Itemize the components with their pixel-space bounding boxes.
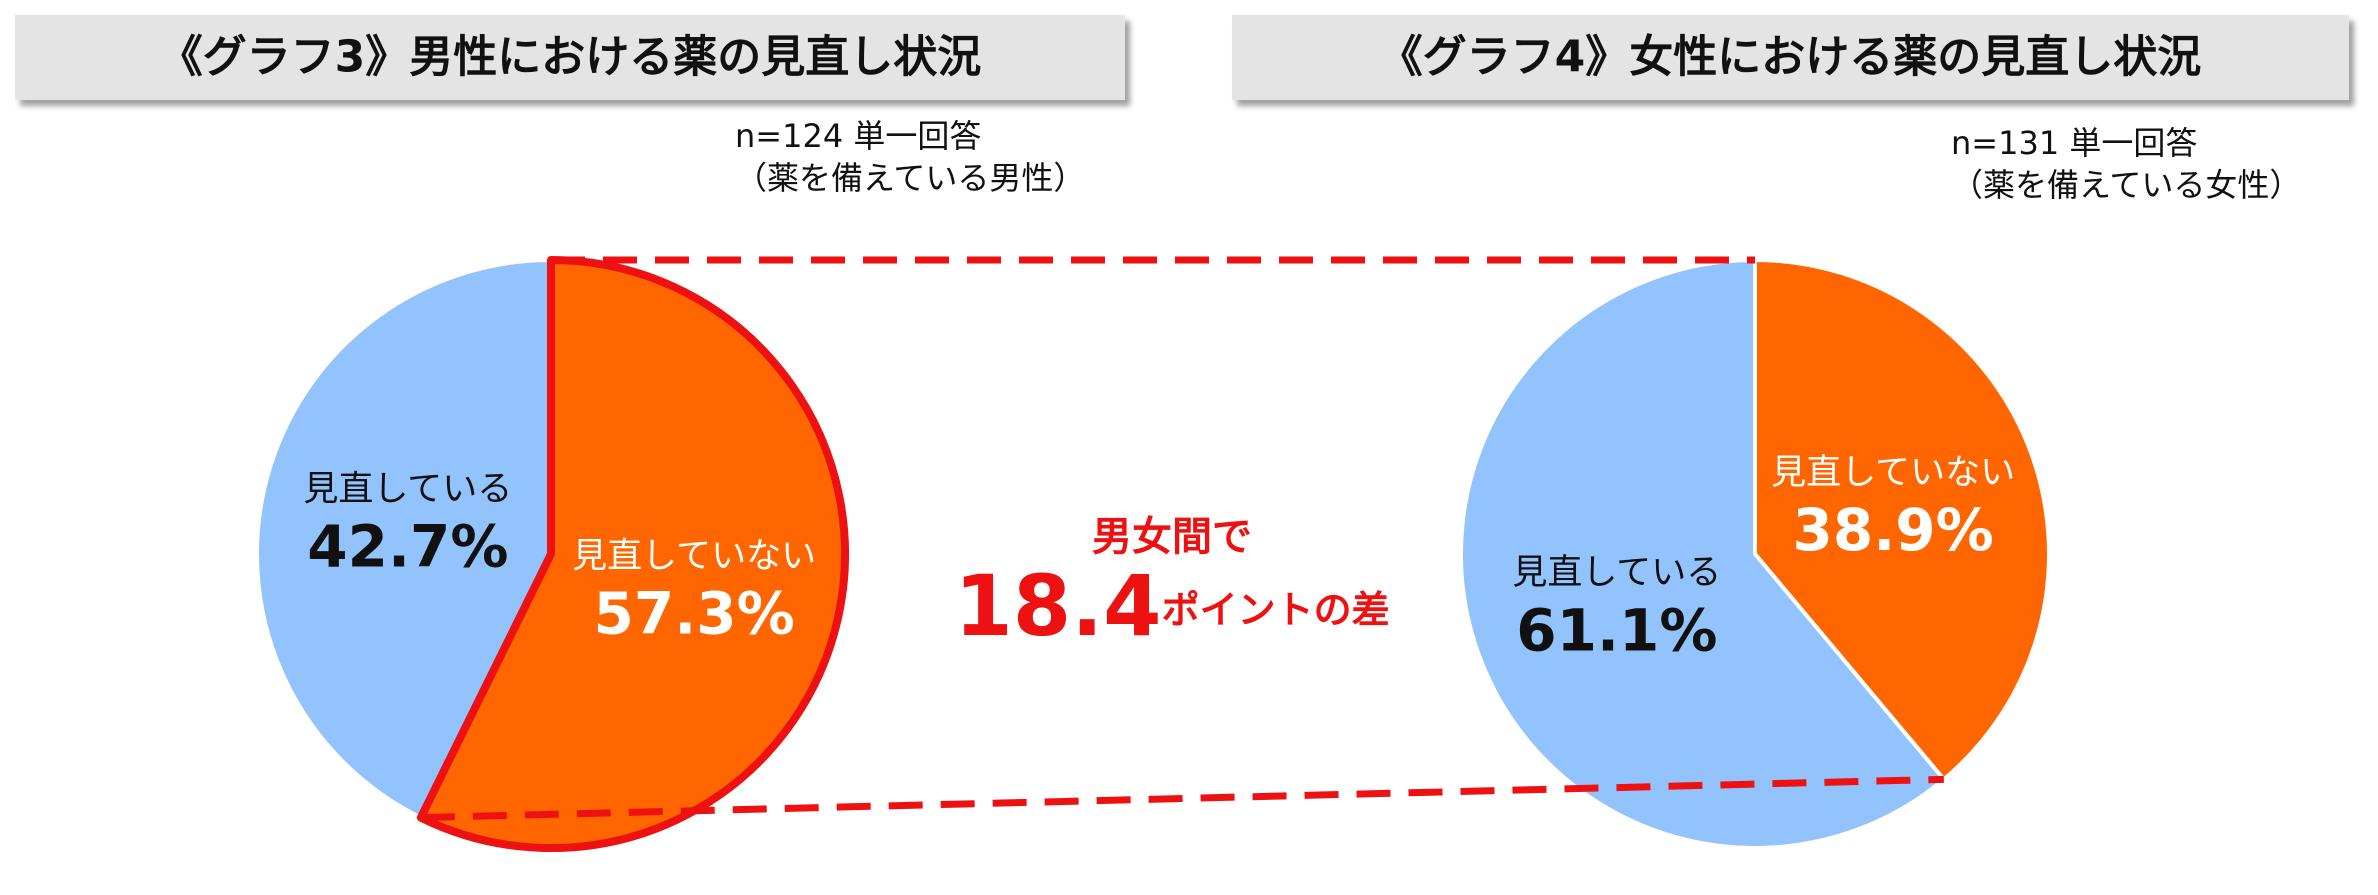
chart-title: 《グラフ4》女性における薬の見直し状況 <box>1379 32 2202 83</box>
slice-category: 見直していない <box>1771 453 2015 493</box>
slice-category: 見直していない <box>572 536 816 576</box>
slice-value: 61.1% <box>1516 596 1717 664</box>
subtitle: n=124 単一回答 <box>735 117 981 155</box>
slice-value: 38.9% <box>1793 496 1994 564</box>
pie-slice <box>255 257 553 821</box>
pie-slice <box>1459 257 1947 850</box>
highlight-outline <box>416 256 849 852</box>
subtitle: （薬を備えている男性） <box>735 159 1085 197</box>
comparison-value: 18.4 <box>954 557 1161 655</box>
slice-category: 見直している <box>1512 553 1721 593</box>
slice-value: 42.7% <box>307 513 508 581</box>
connector <box>420 775 1944 822</box>
slice-value: 57.3% <box>594 580 795 648</box>
subtitle: （薬を備えている女性） <box>1951 166 2301 204</box>
title-box <box>1232 15 2349 100</box>
chart-title: 《グラフ3》男性における薬の見直し状況 <box>159 32 982 83</box>
comparison-line1: 男女間で <box>1092 514 1252 560</box>
title-box <box>15 15 1125 100</box>
comparison-suffix: ポイントの差 <box>1162 588 1390 632</box>
slice-category: 見直している <box>303 470 512 510</box>
subtitle: n=131 単一回答 <box>1951 124 2197 162</box>
pie-slice <box>1753 257 2051 783</box>
comparison-text: 18.4ポイントの差 <box>954 557 1389 655</box>
